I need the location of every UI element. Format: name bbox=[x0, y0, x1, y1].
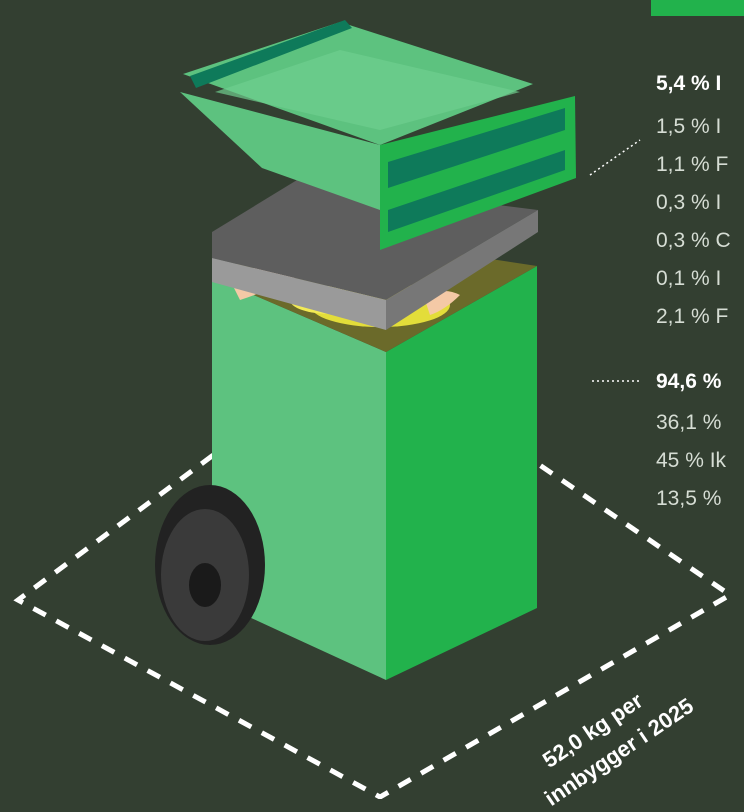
bin-right-face bbox=[386, 266, 537, 680]
composition-item: 0,1 % I bbox=[656, 267, 722, 290]
composition-heading-2: 94,6 % bbox=[656, 370, 722, 393]
leader-line-1 bbox=[589, 139, 641, 176]
wheel-icon bbox=[155, 485, 265, 645]
composition-item: 0,3 % I bbox=[656, 191, 722, 214]
composition-item: 2,1 % F bbox=[656, 305, 729, 328]
composition-heading-1: 5,4 % I bbox=[656, 72, 722, 95]
composition-item: 0,3 % C bbox=[656, 229, 731, 252]
composition-item: 13,5 % bbox=[656, 487, 722, 510]
composition-item: 1,1 % F bbox=[656, 153, 729, 176]
bin-lid bbox=[180, 20, 576, 250]
header-tab bbox=[651, 0, 744, 16]
composition-item: 45 % Ik bbox=[656, 449, 727, 472]
composition-item: 1,5 % I bbox=[656, 115, 722, 138]
composition-item: 36,1 % bbox=[656, 411, 722, 434]
